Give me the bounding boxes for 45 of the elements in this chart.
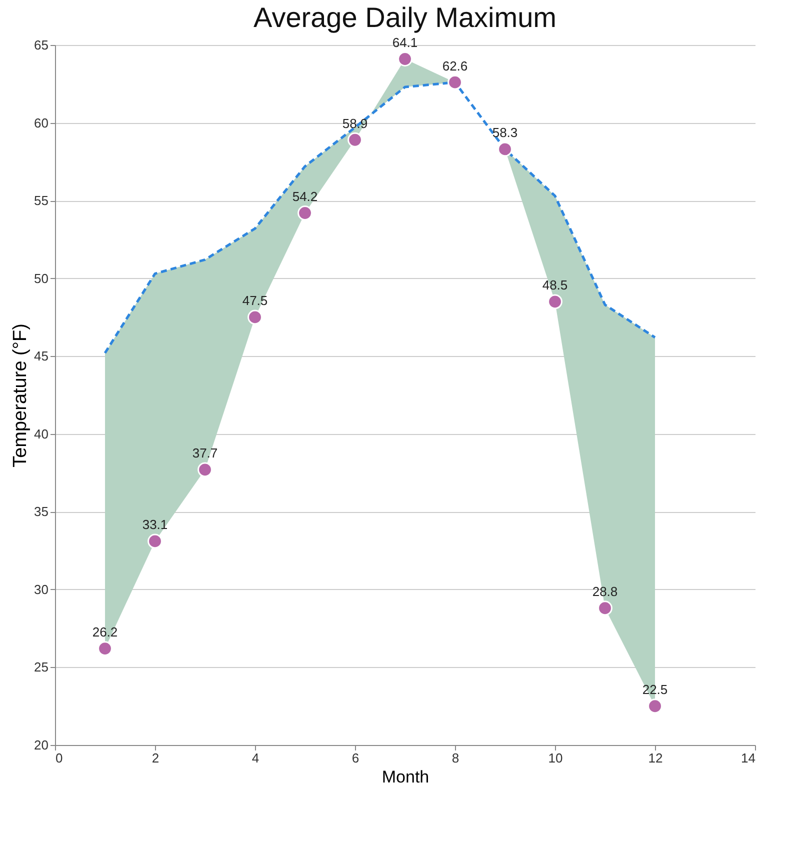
- point: [448, 74, 462, 90]
- point: [598, 600, 612, 616]
- x-tick-label: 10: [548, 750, 563, 766]
- data-label: 26.2: [92, 624, 118, 640]
- y-tick-label: 40: [34, 426, 48, 442]
- data-label: 62.6: [442, 58, 468, 74]
- data-label: 48.5: [542, 278, 568, 293]
- y-tick-label: 65: [34, 38, 48, 52]
- x-tick-label: 4: [252, 750, 260, 766]
- y-tick-label: 25: [34, 660, 48, 675]
- data-label: 58.3: [492, 125, 518, 140]
- point: [498, 142, 512, 157]
- y-tick-label: 30: [34, 582, 48, 597]
- point: [98, 641, 112, 656]
- point: [198, 462, 212, 478]
- point: [248, 310, 262, 325]
- y-axis-title: Temperature (°F): [10, 324, 32, 468]
- x-tick-label: 8: [452, 750, 460, 766]
- point: [398, 52, 412, 66]
- point: [648, 698, 662, 714]
- x-axis-title: Month: [382, 768, 430, 786]
- x-tick-label: 0: [56, 750, 63, 766]
- x-tick-label: 14: [741, 750, 756, 766]
- data-label: 58.9: [342, 116, 368, 131]
- data-label: 33.1: [142, 517, 168, 532]
- x-tick-label: 2: [152, 750, 160, 766]
- data-label: 22.5: [642, 682, 668, 698]
- y-tick-label: 55: [34, 193, 48, 208]
- data-label: 28.8: [592, 584, 618, 600]
- y-tick-label: 60: [34, 115, 48, 130]
- data-label: 54.2: [292, 189, 318, 204]
- data-label: 47.5: [242, 293, 268, 308]
- chart-title: Average Daily Maximum: [254, 2, 556, 33]
- y-tick-label: 45: [34, 348, 48, 364]
- data-label: 37.7: [192, 446, 218, 461]
- point: [298, 206, 312, 220]
- y-tick-label: 35: [34, 504, 48, 520]
- data-label: 64.1: [392, 35, 418, 50]
- point: [348, 132, 362, 148]
- point: [548, 294, 562, 310]
- x-tick-label: 6: [352, 750, 360, 766]
- y-tick-label: 20: [34, 738, 48, 752]
- y-tick-label: 50: [34, 270, 48, 286]
- x-tick-label: 12: [648, 750, 663, 766]
- point: [148, 534, 162, 549]
